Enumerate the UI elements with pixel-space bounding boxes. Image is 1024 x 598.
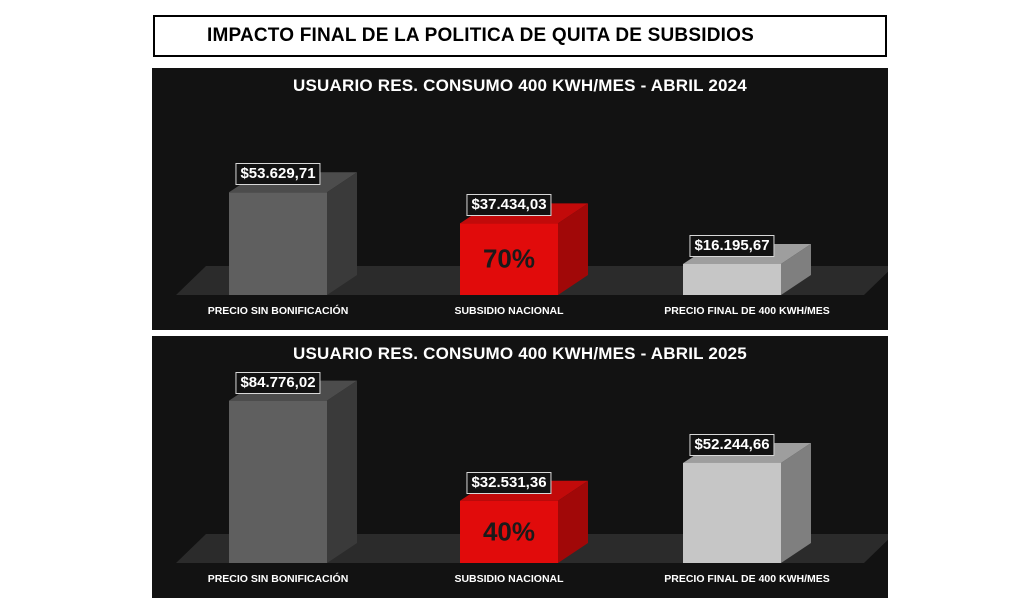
subsidy-percent-label: 70% bbox=[482, 243, 536, 274]
bar-sin bbox=[229, 380, 357, 563]
category-label-final: PRECIO FINAL DE 400 KWH/MES bbox=[664, 573, 830, 585]
chart-panel-2024: USUARIO RES. CONSUMO 400 KWH/MES - ABRIL… bbox=[152, 68, 888, 330]
value-label-final: $16.195,67 bbox=[689, 234, 775, 257]
value-label-final: $52.244,66 bbox=[689, 433, 775, 456]
chart-panel-2025: USUARIO RES. CONSUMO 400 KWH/MES - ABRIL… bbox=[152, 336, 888, 598]
bar-side bbox=[327, 172, 357, 295]
bar-final bbox=[683, 442, 811, 563]
chart-svg-2025 bbox=[176, 380, 888, 563]
bar-front bbox=[683, 462, 781, 563]
main-title-box: IMPACTO FINAL DE LA POLITICA DE QUITA DE… bbox=[153, 15, 887, 57]
value-label-subsidio: $32.531,36 bbox=[466, 471, 552, 494]
bar-side bbox=[781, 243, 811, 295]
bar-sin bbox=[229, 172, 357, 295]
bar-front bbox=[460, 223, 558, 295]
chart-title-2025: USUARIO RES. CONSUMO 400 KWH/MES - ABRIL… bbox=[293, 344, 747, 363]
category-label-sin: PRECIO SIN BONIFICACIÓN bbox=[207, 573, 349, 585]
bar-front bbox=[229, 192, 327, 295]
bar-front bbox=[460, 500, 558, 563]
bar-front bbox=[229, 400, 327, 563]
value-label-sin: $53.629,71 bbox=[235, 163, 321, 186]
bar-side bbox=[558, 203, 588, 295]
value-label-sin: $84.776,02 bbox=[235, 371, 321, 394]
bar-side bbox=[781, 442, 811, 563]
bar-front bbox=[683, 263, 781, 295]
category-label-subsidio: SUBSIDIO NACIONAL bbox=[454, 573, 564, 585]
bar-side bbox=[327, 380, 357, 563]
value-label-subsidio: $37.434,03 bbox=[466, 194, 552, 217]
category-label-sin: PRECIO SIN BONIFICACIÓN bbox=[207, 305, 349, 317]
chart-title-2024: USUARIO RES. CONSUMO 400 KWH/MES - ABRIL… bbox=[293, 76, 747, 95]
bar-side bbox=[558, 480, 588, 563]
category-label-final: PRECIO FINAL DE 400 KWH/MES bbox=[664, 305, 830, 317]
category-label-subsidio: SUBSIDIO NACIONAL bbox=[454, 305, 564, 317]
subsidy-percent-label: 40% bbox=[482, 516, 536, 547]
main-title: IMPACTO FINAL DE LA POLITICA DE QUITA DE… bbox=[207, 25, 754, 46]
